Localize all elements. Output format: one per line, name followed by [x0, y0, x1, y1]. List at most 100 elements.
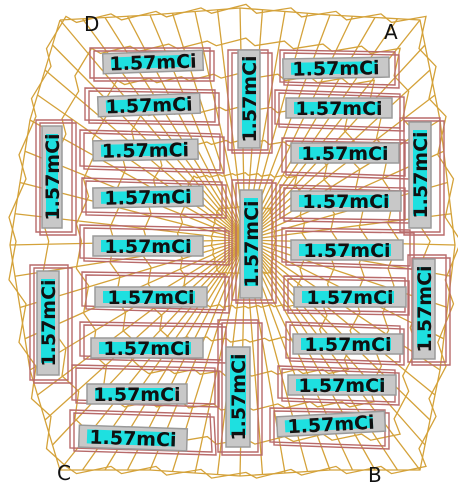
- source-horizontal: 1.57mCi: [282, 56, 390, 81]
- source-seed: [290, 61, 378, 75]
- catheter-outline: [221, 322, 263, 456]
- source-seed: [417, 267, 431, 347]
- catheter-outline: [281, 227, 411, 267]
- source-activity-label: 1.57mCi: [301, 143, 388, 165]
- source-seed: [230, 355, 246, 435]
- mesh-spoke: [59, 19, 246, 241]
- source-vertical: 1.57mCi: [237, 49, 261, 149]
- radioactive-sources: 1.57mCi 1.57mCi 1.57mCi 1.57mCi 1.57mCi 1.57m…: [36, 49, 436, 452]
- source-activity-label: 1.57mCi: [302, 191, 389, 213]
- catheter-outline: [75, 367, 220, 408]
- catheter-outline: [403, 120, 445, 236]
- catheter-outline: [79, 129, 221, 171]
- catheter-outline: [88, 90, 220, 126]
- source-horizontal: 1.57mCi: [101, 49, 205, 76]
- catheter-outline: [83, 132, 225, 174]
- mesh-spoke: [244, 119, 441, 241]
- source-activity-label: 1.57mCi: [104, 186, 192, 210]
- source-seed: [99, 342, 191, 354]
- catheter-outline: [281, 368, 400, 406]
- source-seed: [100, 143, 187, 157]
- source-activity-label: 1.57mCi: [228, 353, 250, 440]
- source-horizontal: 1.57mCi: [92, 235, 204, 258]
- source-horizontal: 1.57mCi: [92, 138, 199, 163]
- source-activity-label: 1.57mCi: [89, 426, 177, 451]
- catheter-outline: [29, 264, 69, 381]
- source-horizontal: 1.57mCi: [275, 410, 387, 439]
- source-activity-label: 1.57mCi: [103, 338, 190, 360]
- source-horizontal: 1.57mCi: [293, 286, 407, 309]
- catheter-outline: [231, 179, 273, 301]
- source-seed: [413, 130, 427, 216]
- source-activity-label: 1.57mCi: [292, 57, 380, 81]
- catheter-outline: [33, 267, 73, 384]
- source-activity-label: 1.57mCi: [295, 98, 382, 120]
- mesh-spoke: [14, 239, 246, 277]
- source-seed: [284, 415, 374, 433]
- catheter-outline: [217, 319, 259, 453]
- source-activity-label: 1.57mCi: [93, 384, 180, 406]
- source-activity-label: 1.57mCi: [107, 287, 194, 309]
- source-horizontal: 1.57mCi: [287, 374, 397, 397]
- source-activity-label: 1.57mCi: [239, 55, 261, 142]
- catheter-outline: [73, 412, 217, 456]
- source-horizontal: 1.57mCi: [290, 239, 404, 262]
- source-seed: [302, 291, 394, 303]
- source-activity-label: 1.57mCi: [306, 287, 393, 309]
- source-activity-label: 1.57mCi: [414, 265, 436, 352]
- catheter-outline: [83, 227, 230, 266]
- source-activity-label: 1.57mCi: [38, 279, 60, 366]
- source-seed: [244, 198, 258, 286]
- source-activity-label: 1.57mCi: [109, 50, 197, 75]
- corner-label-d: D: [84, 12, 99, 36]
- source-horizontal: 1.57mCi: [86, 383, 188, 406]
- catheter-outline: [279, 184, 406, 221]
- source-activity-label: 1.57mCi: [298, 375, 385, 397]
- source-seed: [301, 338, 391, 350]
- source-horizontal: 1.57mCi: [290, 142, 400, 165]
- catheter-outline: [411, 257, 451, 366]
- catheter-outline: [81, 177, 223, 216]
- source-activity-label: 1.57mCi: [287, 412, 375, 439]
- source-seed: [299, 195, 389, 207]
- catheter-outline: [283, 275, 406, 313]
- source-activity-label: 1.57mCi: [241, 200, 263, 287]
- mesh-spoke: [244, 18, 399, 241]
- corner-label-c: C: [57, 461, 71, 485]
- source-vertical: 1.57mCi: [239, 189, 263, 299]
- source-seed: [299, 147, 387, 159]
- source-vertical: 1.57mCi: [412, 258, 436, 360]
- catheter-outline: [277, 365, 396, 403]
- source-activity-label: 1.57mCi: [104, 236, 191, 258]
- source-seed: [299, 244, 391, 256]
- catheter-outline: [84, 87, 216, 123]
- mesh-boundary: [9, 7, 456, 477]
- catheter-outline: [235, 182, 277, 304]
- catheter-outline: [285, 321, 401, 363]
- source-activity-label: 1.57mCi: [304, 334, 391, 356]
- catheter-outline: [85, 274, 230, 314]
- catheter-outline: [269, 407, 386, 447]
- source-activity-label: 1.57mCi: [105, 93, 193, 118]
- catheter-outline: [39, 122, 77, 236]
- source-seed: [103, 291, 195, 303]
- source-activity-label: 1.57mCi: [303, 240, 390, 262]
- corner-label-a: A: [384, 20, 398, 44]
- source-vertical: 1.57mCi: [36, 270, 60, 376]
- source-activity-label: 1.57mCi: [42, 133, 64, 220]
- source-horizontal: 1.57mCi: [285, 97, 393, 120]
- mesh-spoke: [244, 19, 421, 241]
- catheter-outline: [69, 409, 213, 453]
- mesh-spoke: [244, 239, 421, 471]
- catheter-outline: [71, 364, 216, 405]
- source-activity-label: 1.57mCi: [102, 139, 190, 163]
- source-activity-label: 1.57mCi: [410, 131, 432, 218]
- source-seed: [242, 58, 256, 136]
- source-seed: [101, 240, 191, 252]
- source-vertical: 1.57mCi: [41, 125, 64, 229]
- catheter-outline: [407, 254, 447, 363]
- source-seed: [86, 429, 176, 447]
- source-horizontal: 1.57mCi: [92, 185, 204, 210]
- source-seed: [110, 54, 192, 70]
- source-vertical: 1.57mCi: [225, 346, 251, 448]
